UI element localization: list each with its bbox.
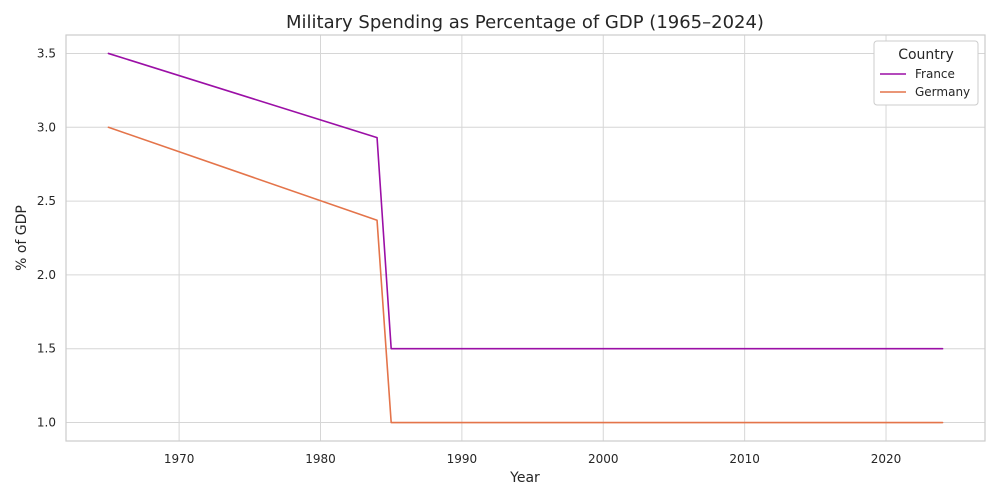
x-tick-label: 1980 [305,452,336,466]
x-tick-label: 2010 [729,452,760,466]
y-tick-label: 3.0 [37,120,56,134]
x-tick-label: 1990 [447,452,478,466]
x-axis-label: Year [509,470,540,486]
y-tick-label: 2.5 [37,194,56,208]
grid-layer [66,35,985,441]
y-tick-label: 1.5 [37,342,56,356]
chart-title: Military Spending as Percentage of GDP (… [286,12,764,33]
legend: Country France Germany [873,40,979,106]
series-line-germany [107,126,944,424]
x-tick-label: 1970 [164,452,195,466]
y-tick-label: 2.0 [37,268,56,282]
x-tick-label: 2020 [871,452,902,466]
x-tick-labels: 1970 1980 1990 2000 2010 2020 [164,452,901,466]
series-line-france [107,52,944,350]
y-tick-labels: 1.0 1.5 2.0 2.5 3.0 3.5 [37,46,56,429]
y-axis-label: % of GDP [14,205,30,271]
legend-label-germany: Germany [915,85,970,99]
x-tick-label: 2000 [588,452,619,466]
series-layer [107,52,944,424]
legend-box [873,40,979,106]
legend-items: France Germany [880,67,970,99]
plot-frame [65,34,986,442]
y-tick-label: 1.0 [37,416,56,430]
legend-title: Country [898,47,954,63]
y-tick-label: 3.5 [37,46,56,60]
legend-label-france: France [915,67,955,81]
